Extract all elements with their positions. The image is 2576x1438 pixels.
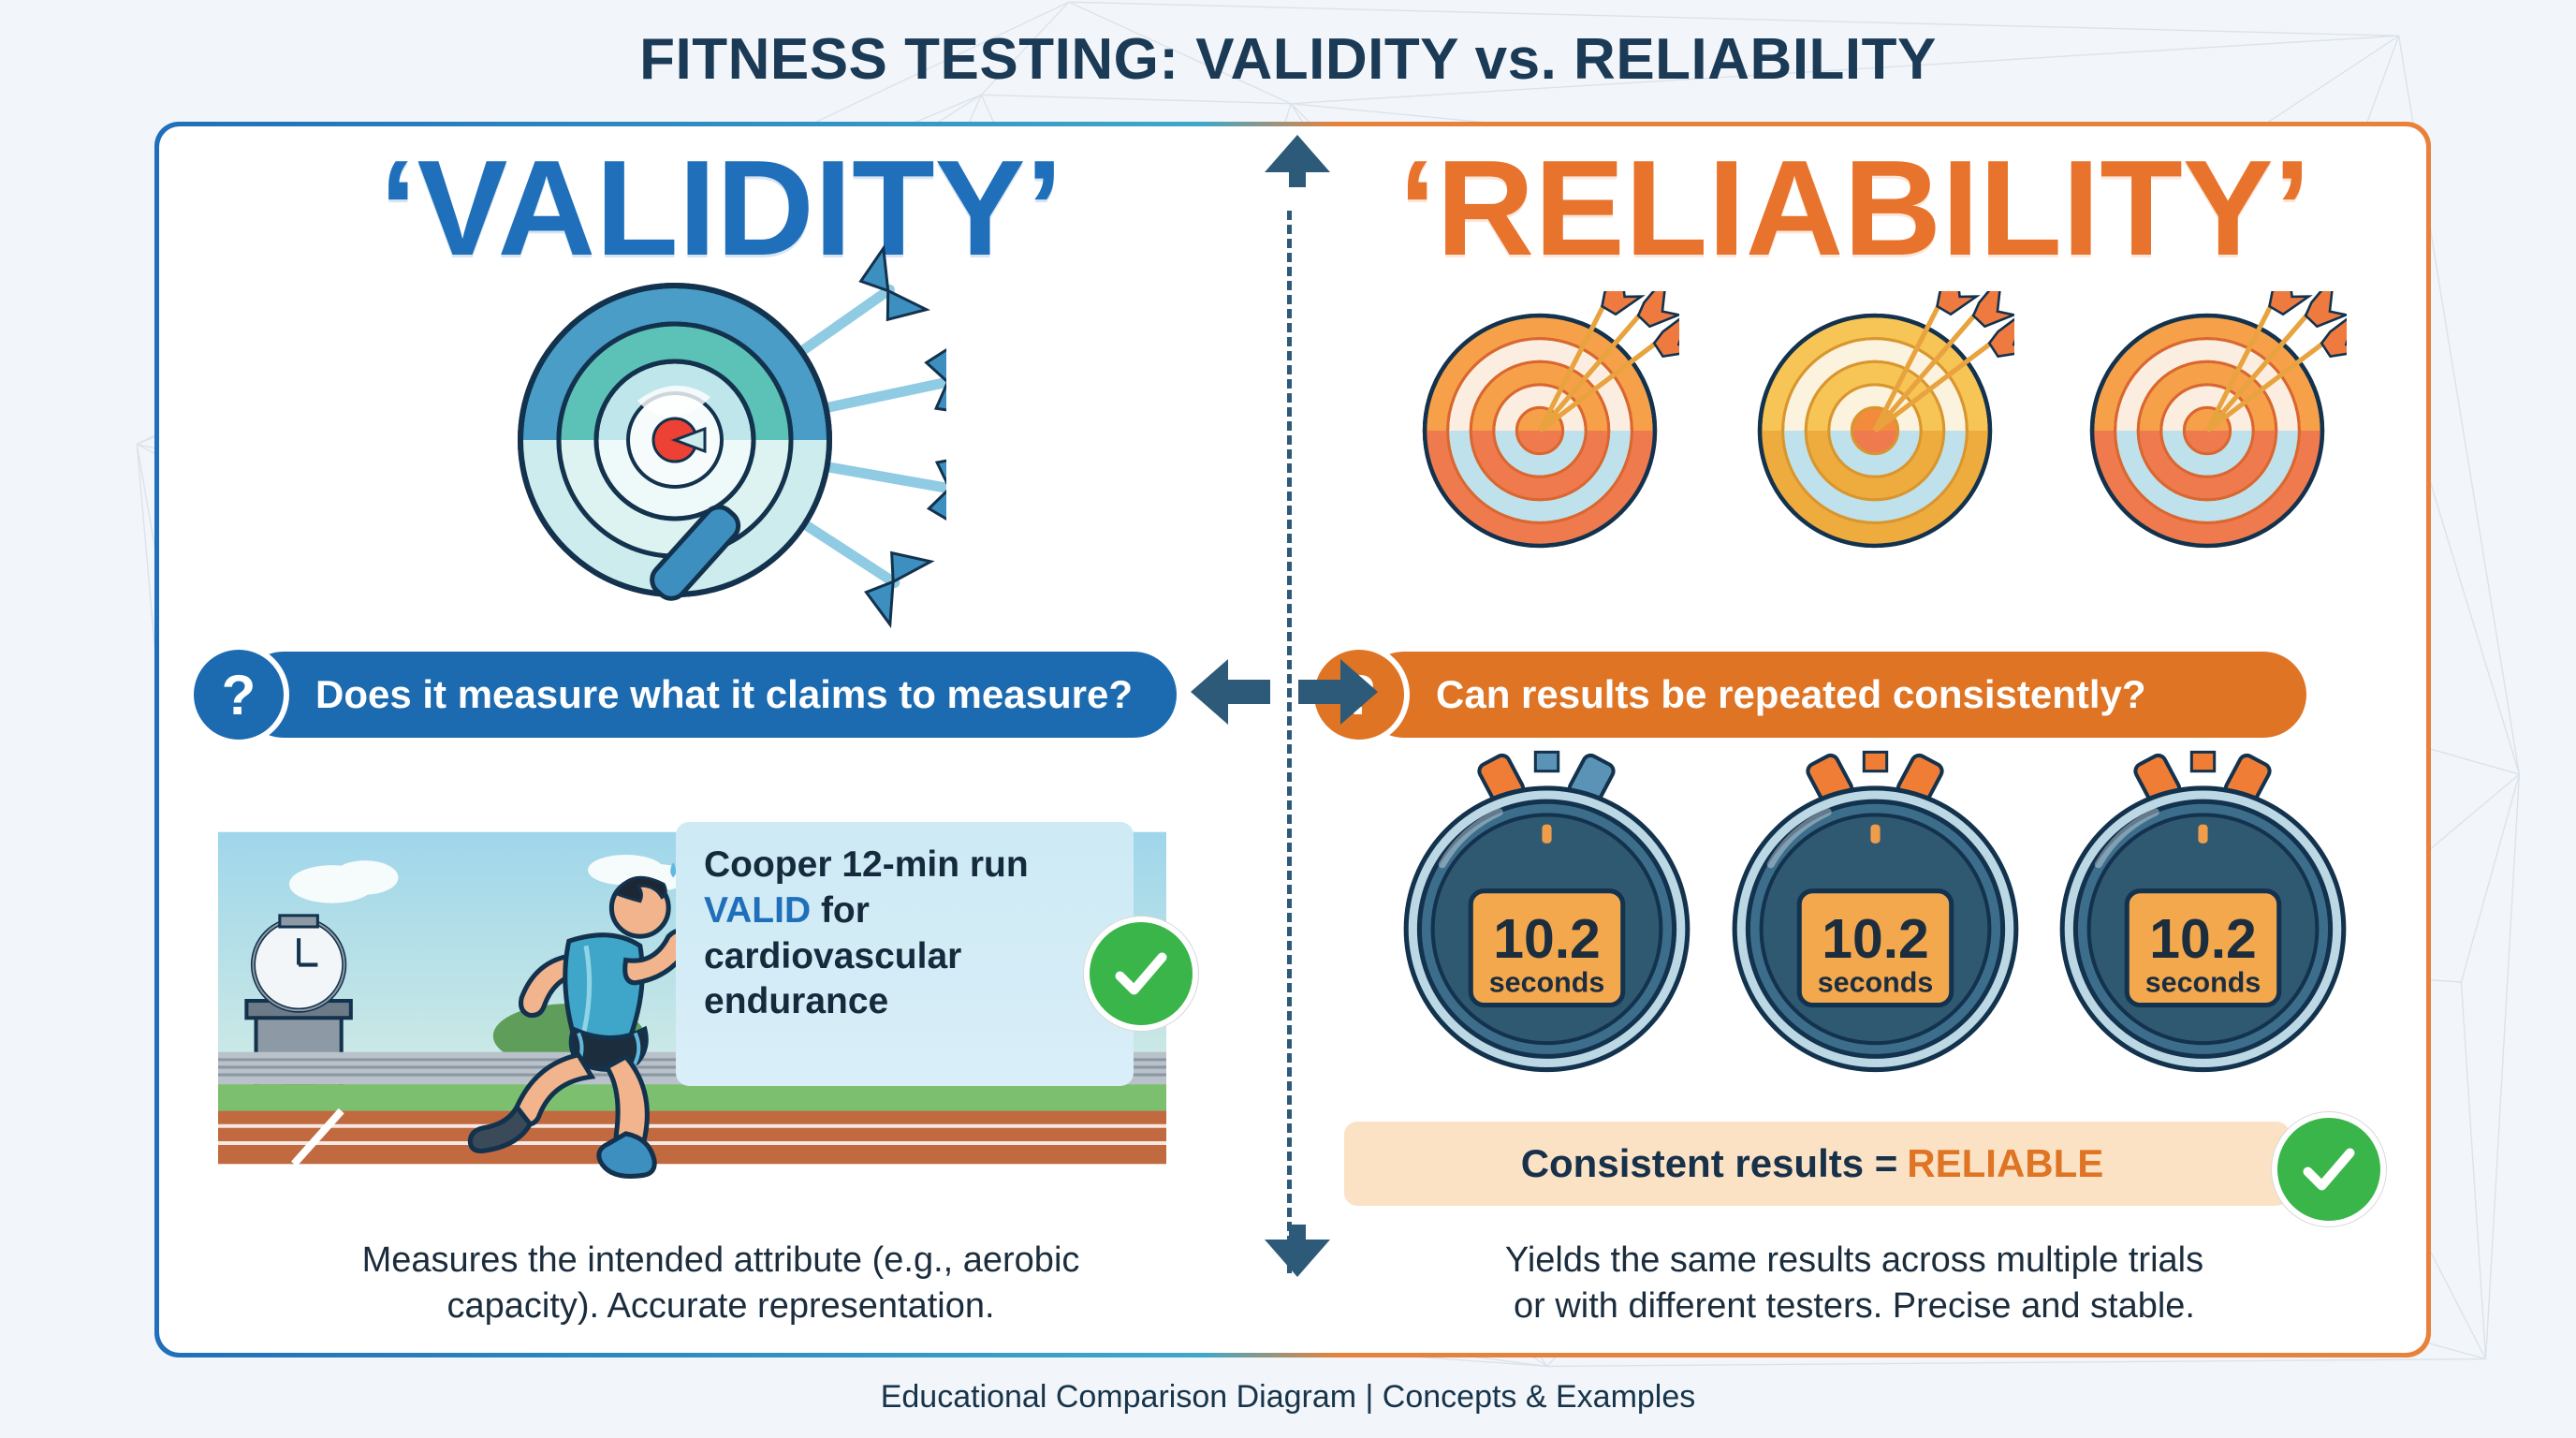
svg-text:10.2: 10.2 [2149, 909, 2257, 970]
svg-text:seconds: seconds [1818, 966, 1934, 998]
svg-text:10.2: 10.2 [1493, 909, 1601, 970]
svg-text:seconds: seconds [2145, 966, 2261, 998]
svg-text:seconds: seconds [1489, 966, 1605, 998]
svg-text:10.2: 10.2 [1822, 909, 1929, 970]
